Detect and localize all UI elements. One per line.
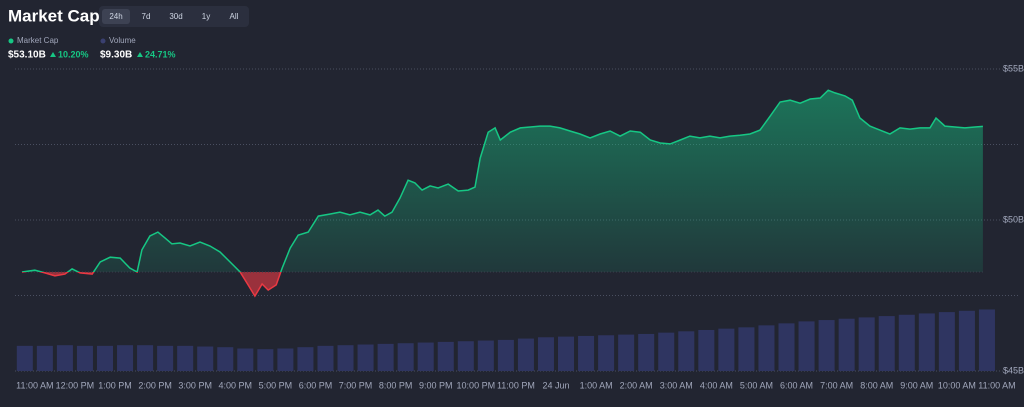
volume-bar bbox=[417, 342, 434, 371]
volume-bar bbox=[317, 345, 334, 371]
x-tick-label: 3:00 AM bbox=[660, 380, 693, 390]
tab[interactable]: All bbox=[230, 12, 239, 21]
x-tick-label: 2:00 PM bbox=[138, 380, 172, 390]
legend-label: Volume bbox=[109, 36, 136, 45]
volume-bar bbox=[337, 345, 354, 371]
x-tick-label: 11:00 AM bbox=[16, 380, 53, 390]
volume-bar bbox=[658, 332, 675, 371]
volume-bar bbox=[477, 340, 494, 371]
volume-bar bbox=[898, 314, 915, 371]
x-tick-label: 9:00 AM bbox=[900, 380, 933, 390]
area-fill bbox=[22, 90, 983, 297]
tab[interactable]: 30d bbox=[169, 12, 182, 21]
x-tick-label: 2:00 AM bbox=[620, 380, 653, 390]
x-tick-label: 4:00 AM bbox=[700, 380, 733, 390]
volume-bar bbox=[137, 345, 154, 371]
volume-bar bbox=[36, 345, 53, 371]
volume-bar bbox=[377, 343, 394, 371]
volume-bar bbox=[818, 320, 835, 371]
volume-bar bbox=[678, 331, 695, 371]
volume-bar bbox=[938, 312, 955, 371]
x-tick-label: 1:00 PM bbox=[98, 380, 132, 390]
volume-bar bbox=[56, 345, 73, 371]
active-tab bbox=[102, 9, 130, 24]
legend-dot bbox=[8, 38, 14, 44]
volume-bar bbox=[76, 345, 93, 371]
volume-bar bbox=[958, 310, 975, 371]
x-tick-label: 7:00 PM bbox=[339, 380, 373, 390]
x-tick-label: 10:00 AM bbox=[938, 380, 976, 390]
volume-bar bbox=[618, 334, 635, 371]
volume-bar bbox=[277, 348, 294, 371]
x-tick-label: 6:00 AM bbox=[780, 380, 813, 390]
x-tick-label: 9:00 PM bbox=[419, 380, 453, 390]
volume-bar bbox=[397, 343, 414, 371]
x-tick-label: 24 Jun bbox=[542, 380, 569, 390]
volume-bar bbox=[297, 347, 314, 371]
line bbox=[21, 89, 983, 298]
volume-bar bbox=[497, 339, 514, 371]
volume-bar bbox=[778, 323, 795, 371]
volume-bar bbox=[598, 335, 615, 371]
volume-bar bbox=[858, 317, 875, 371]
volume-bar bbox=[16, 345, 33, 371]
tab-bar bbox=[99, 6, 249, 27]
x-tick-label: 10:00 PM bbox=[457, 380, 496, 390]
volume-bar bbox=[237, 348, 254, 371]
volume-bar bbox=[197, 346, 214, 371]
volume-bar bbox=[517, 338, 534, 371]
volume-bar bbox=[878, 316, 895, 371]
volume-bar bbox=[157, 345, 174, 371]
volume-bar bbox=[257, 349, 274, 371]
x-tick-label: 8:00 PM bbox=[379, 380, 413, 390]
volume-bar bbox=[437, 341, 454, 371]
volume-bar bbox=[578, 335, 595, 371]
x-tick-label: 11:00 PM bbox=[497, 380, 535, 390]
tab[interactable]: 1y bbox=[202, 12, 210, 21]
y-tick-label: $50B bbox=[1003, 214, 1024, 224]
y-tick-label: $45B bbox=[1003, 365, 1024, 375]
volume-bar bbox=[978, 309, 995, 371]
tab[interactable]: 24h bbox=[109, 12, 122, 21]
x-tick-label: 8:00 AM bbox=[860, 380, 893, 390]
x-tick-label: 7:00 AM bbox=[820, 380, 853, 390]
volume-bar bbox=[698, 329, 715, 371]
legend-dot bbox=[100, 38, 106, 44]
volume-bar bbox=[557, 336, 575, 371]
x-tick-label: 11:00 AM bbox=[978, 380, 1015, 390]
volume-bar bbox=[638, 333, 655, 371]
x-tick-label: 1:00 AM bbox=[580, 380, 613, 390]
volume-bar bbox=[718, 328, 735, 371]
up-arrow bbox=[50, 52, 56, 57]
title: Market Cap bbox=[8, 6, 100, 25]
volume-bar bbox=[838, 318, 855, 371]
y-tick-label: $55B bbox=[1003, 63, 1024, 73]
x-tick-label: 5:00 AM bbox=[740, 380, 773, 390]
legend-change: 24.71% bbox=[145, 49, 176, 59]
legend-change: 10.20% bbox=[58, 49, 89, 59]
volume-bar bbox=[217, 347, 234, 371]
volume-bar bbox=[357, 344, 374, 371]
volume-bar bbox=[117, 345, 134, 371]
x-tick-label: 12:00 PM bbox=[56, 380, 95, 390]
legend-value: $9.30B bbox=[100, 50, 132, 61]
volume-bar bbox=[96, 345, 114, 371]
up-arrow bbox=[137, 52, 143, 57]
x-tick-label: 5:00 PM bbox=[259, 380, 293, 390]
volume-bar bbox=[177, 345, 194, 371]
x-tick-label: 3:00 PM bbox=[178, 380, 212, 390]
volume-bar bbox=[738, 327, 755, 371]
legend-label: Market Cap bbox=[17, 36, 59, 45]
volume-bar bbox=[758, 325, 775, 371]
x-tick-label: 4:00 PM bbox=[219, 380, 253, 390]
tab[interactable]: 7d bbox=[142, 12, 151, 21]
volume-bar bbox=[798, 321, 815, 371]
volume-bar bbox=[918, 313, 935, 371]
volume-bar bbox=[457, 341, 474, 371]
volume-bar bbox=[537, 337, 554, 371]
legend-value: $53.10B bbox=[8, 50, 46, 61]
x-tick-label: 6:00 PM bbox=[299, 380, 333, 390]
